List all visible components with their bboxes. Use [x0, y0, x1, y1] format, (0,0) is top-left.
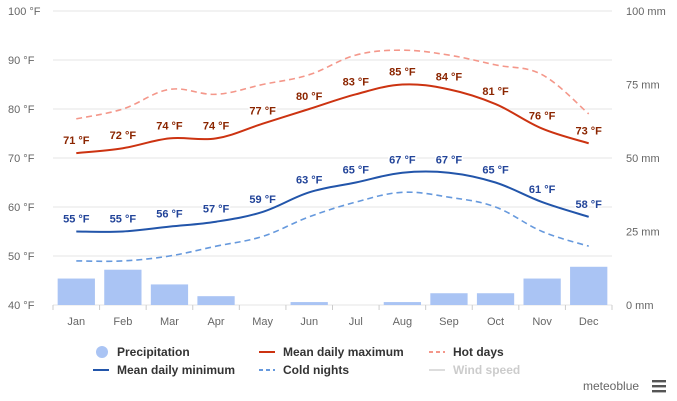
precipitation-bar	[290, 302, 328, 305]
brand-logo-text: meteoblue	[583, 379, 639, 393]
x-tick-label: Jan	[67, 316, 85, 328]
precipitation-bar	[104, 269, 142, 305]
x-tick-label: Dec	[579, 316, 599, 328]
y-left-tick-label: 90 °F	[8, 55, 35, 67]
y-left-tick-label: 100 °F	[8, 6, 41, 18]
legend-label: Hot days	[453, 345, 504, 359]
legend-label: Precipitation	[117, 345, 190, 359]
data-label: 80 °F	[296, 91, 323, 103]
y-right-tick-label: 50 mm	[626, 153, 660, 165]
y-left-tick-label: 40 °F	[8, 300, 35, 312]
y-left-tick-label: 50 °F	[8, 251, 35, 263]
series-line	[76, 49, 590, 120]
x-tick-label: Feb	[113, 316, 132, 328]
precipitation-bar	[523, 278, 561, 305]
data-label: 71 °F	[63, 135, 90, 147]
data-label: 72 °F	[110, 130, 137, 142]
axes: 40 °F 50 °F 60 °F 70 °F 80 °F 90 °F 100 °F 0 mm…	[8, 6, 666, 328]
y-left-tick-label: 70 °F	[8, 153, 35, 165]
legend-label: Cold nights	[283, 363, 349, 377]
grid-lines	[53, 10, 612, 306]
x-tick-label: Jul	[349, 316, 363, 328]
x-tick-label: May	[252, 316, 273, 328]
x-tick-label: Aug	[393, 316, 413, 328]
legend-item[interactable]: Mean daily minimum	[93, 363, 235, 377]
data-label: 85 °F	[389, 67, 416, 79]
data-label: 63 °F	[296, 174, 323, 186]
series-line	[76, 83, 590, 155]
data-label: 65 °F	[482, 165, 509, 177]
data-label: 59 °F	[249, 194, 276, 206]
y-right-tick-label: 25 mm	[626, 227, 660, 239]
data-label: 55 °F	[110, 214, 137, 226]
data-label: 56 °F	[156, 209, 183, 221]
precipitation-bars	[57, 266, 608, 305]
data-label: 61 °F	[529, 184, 556, 196]
legend-marker	[96, 346, 108, 358]
data-label: 74 °F	[156, 120, 183, 132]
precipitation-bar	[430, 293, 468, 305]
hamburger-menu-icon[interactable]	[652, 380, 666, 393]
data-label: 76 °F	[529, 111, 556, 123]
data-label: 73 °F	[575, 125, 602, 137]
data-label: 84 °F	[436, 71, 463, 83]
legend-item[interactable]: Mean daily maximum	[259, 345, 404, 359]
series-lines	[76, 49, 590, 263]
precipitation-bar	[383, 302, 422, 305]
y-left-tick-label: 60 °F	[8, 202, 35, 214]
data-label: 81 °F	[482, 86, 509, 98]
series-line	[76, 191, 589, 263]
legend-label: Mean daily maximum	[283, 345, 404, 359]
legend-item[interactable]: Wind speed	[429, 363, 520, 377]
x-tick-label: Jun	[300, 316, 318, 328]
precipitation-bar	[57, 278, 95, 305]
data-labels: 71 °F 72 °F 74 °F 74 °F 77 °F 80 °F 83 °F 85 °F…	[62, 65, 604, 227]
legend-item[interactable]: Precipitation	[96, 345, 190, 359]
legend: Precipitation Mean daily maximum Hot days M…	[93, 345, 520, 377]
x-tick-label: Apr	[207, 316, 224, 328]
legend-item[interactable]: Cold nights	[259, 363, 349, 377]
y-left-tick-label: 80 °F	[8, 104, 35, 116]
precipitation-bar	[197, 296, 235, 305]
y-right-tick-label: 0 mm	[626, 300, 654, 312]
data-label: 65 °F	[343, 165, 370, 177]
data-label: 57 °F	[203, 204, 230, 216]
x-tick-label: Nov	[532, 316, 552, 328]
data-label: 67 °F	[436, 155, 463, 167]
legend-item[interactable]: Hot days	[429, 345, 504, 359]
precipitation-bar	[570, 266, 608, 305]
data-label: 58 °F	[575, 199, 602, 211]
y-right-tick-label: 75 mm	[626, 80, 660, 92]
legend-label: Mean daily minimum	[117, 363, 235, 377]
legend-label: Wind speed	[453, 363, 520, 377]
x-tick-label: Oct	[487, 316, 504, 328]
data-label: 74 °F	[203, 120, 230, 132]
data-label: 55 °F	[63, 214, 90, 226]
precipitation-bar	[476, 293, 515, 305]
x-tick-label: Sep	[439, 316, 459, 328]
data-label: 67 °F	[389, 155, 416, 167]
y-right-tick-label: 100 mm	[626, 6, 666, 18]
x-tick-label: Mar	[160, 316, 179, 328]
series-line	[76, 170, 590, 233]
data-label: 77 °F	[249, 106, 276, 118]
branding: meteoblue	[583, 379, 666, 393]
precipitation-bar	[150, 284, 189, 305]
data-label: 83 °F	[343, 76, 370, 88]
